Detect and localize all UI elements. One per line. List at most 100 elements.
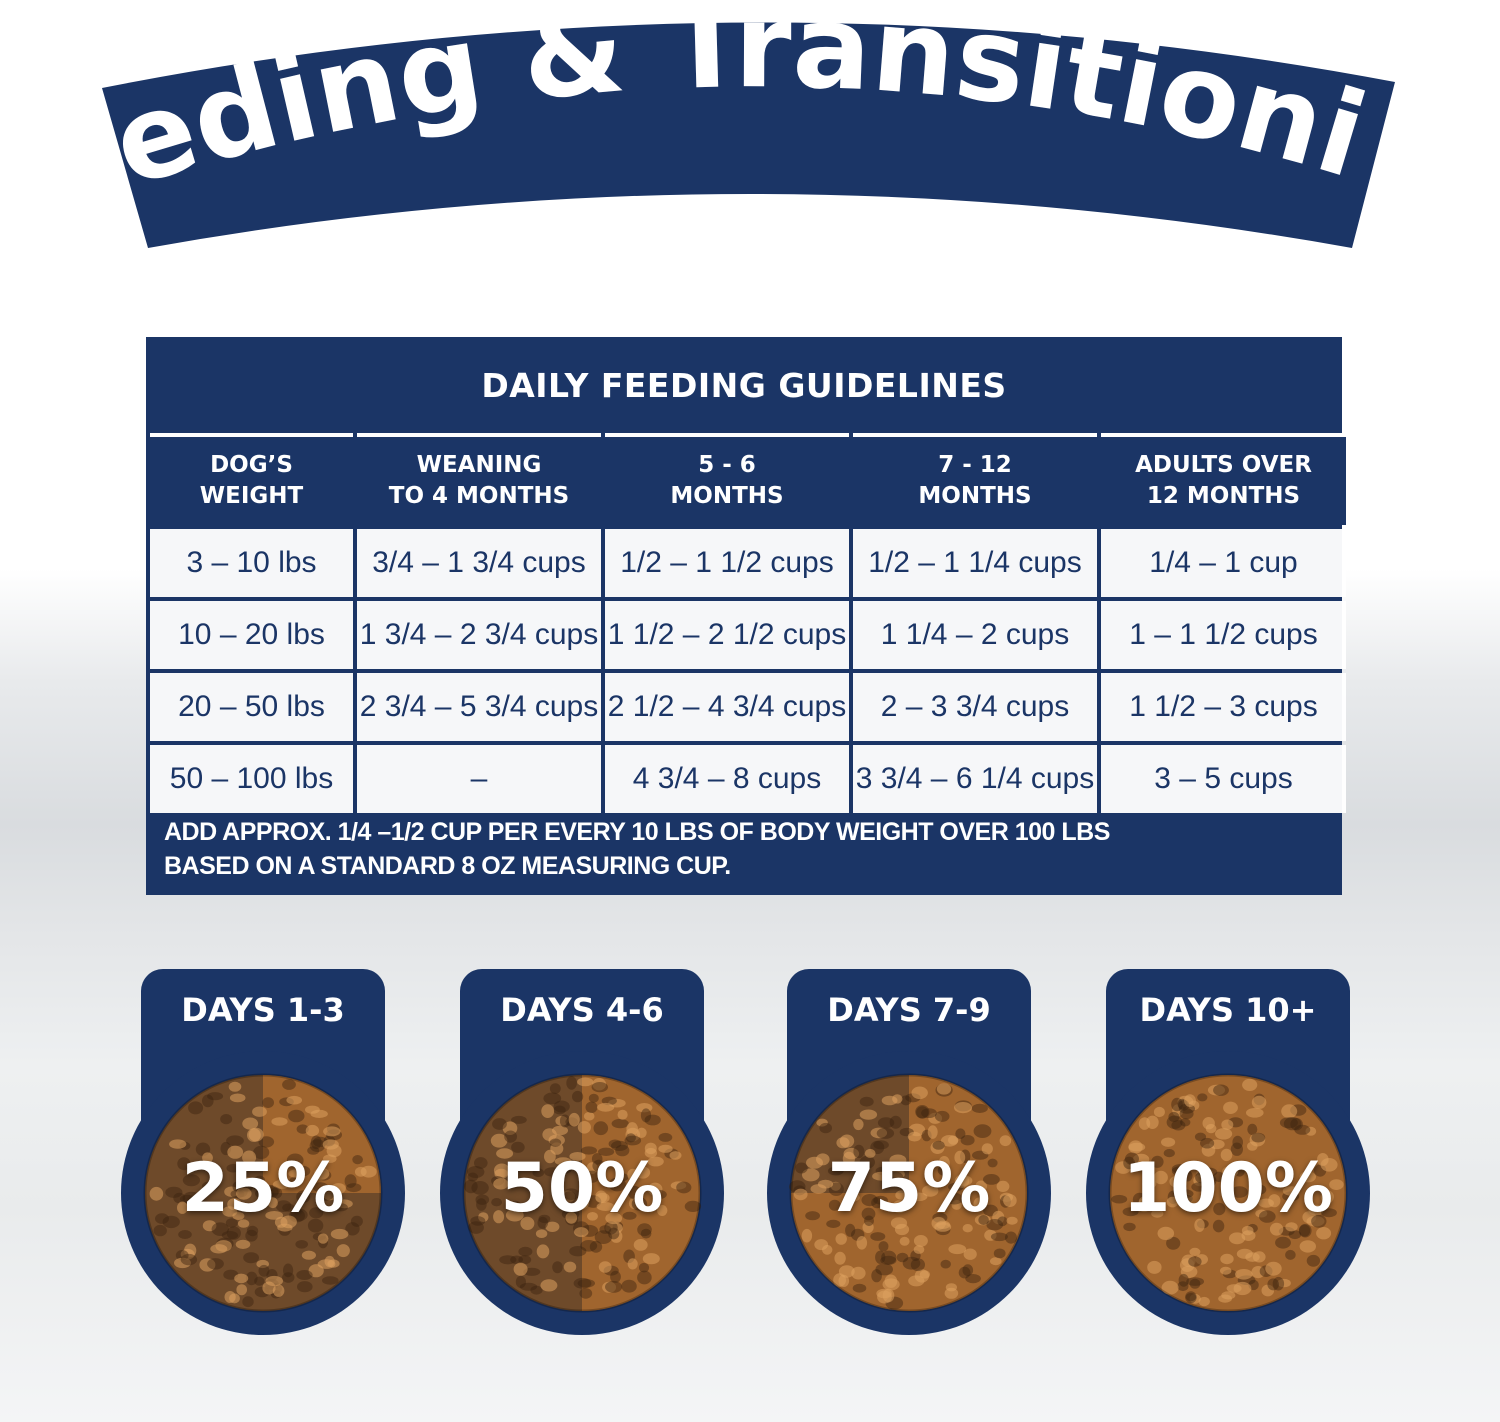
kibble-piece [1316, 1227, 1332, 1240]
kibble-piece [323, 1154, 337, 1163]
kibble-piece [642, 1253, 660, 1265]
kibble-piece [312, 1182, 329, 1192]
kibble-piece [1229, 1232, 1246, 1245]
kibble-piece [960, 1135, 975, 1146]
kibble-piece [282, 1079, 296, 1090]
kibble-piece [246, 1225, 259, 1237]
kibble-bowl-icon [1086, 1051, 1370, 1335]
kibble-piece [182, 1191, 201, 1205]
kibble-piece [608, 1227, 620, 1240]
kibble-piece [684, 1200, 702, 1212]
kibble-piece [591, 1082, 608, 1093]
kibble-piece [986, 1219, 1003, 1231]
kibble-piece [819, 1122, 832, 1134]
kibble-piece [476, 1198, 487, 1211]
kibble-piece [622, 1211, 637, 1220]
kibble-piece [1220, 1148, 1233, 1162]
kibble-piece [1238, 1162, 1251, 1171]
kibble-piece [1220, 1266, 1232, 1275]
kibble-piece [220, 1114, 233, 1125]
kibble-piece [637, 1223, 652, 1237]
kibble-piece [997, 1216, 1008, 1227]
kibble-piece [544, 1167, 561, 1177]
kibble-bowl-icon [121, 1051, 405, 1335]
kibble-piece [587, 1212, 598, 1221]
kibble-piece [1169, 1175, 1186, 1188]
kibble-piece [175, 1250, 189, 1261]
kibble-piece [491, 1198, 502, 1207]
kibble-piece [955, 1128, 966, 1139]
kibble-piece [467, 1172, 479, 1182]
header-5-6-months: 5 - 6 MONTHS [605, 433, 849, 525]
kibble-piece [881, 1095, 898, 1106]
kibble-piece [202, 1181, 219, 1191]
kibble-piece [676, 1181, 692, 1194]
table-footnote: ADD APPROX. 1/4 –1/2 CUP PER EVERY 10 LB… [164, 815, 1324, 883]
kibble-piece [538, 1214, 551, 1224]
kibble-piece [1185, 1293, 1197, 1302]
kibble-piece [1171, 1097, 1183, 1112]
kibble-piece [227, 1145, 244, 1159]
kibble-piece [493, 1178, 509, 1190]
kibble-piece [1212, 1219, 1225, 1233]
kibble-piece [1189, 1293, 1201, 1304]
kibble-piece [550, 1142, 564, 1155]
kibble-piece [322, 1139, 339, 1150]
kibble-piece [1246, 1108, 1264, 1118]
kibble-piece [265, 1186, 280, 1196]
kibble-piece [872, 1171, 890, 1181]
kibble-piece [1285, 1222, 1298, 1232]
kibble-piece [910, 1258, 925, 1272]
kibble-piece [226, 1226, 241, 1240]
kibble-piece [605, 1212, 623, 1225]
kibble-piece [882, 1278, 900, 1291]
kibble-piece [322, 1276, 339, 1285]
kibble-piece [1222, 1166, 1239, 1177]
kibble-piece [810, 1184, 827, 1194]
table-cell: 1 1/4 – 2 cups [853, 601, 1097, 669]
kibble-piece [1185, 1291, 1197, 1304]
kibble-piece [518, 1246, 533, 1257]
kibble-piece [978, 1215, 989, 1225]
kibble-piece [962, 1224, 973, 1233]
kibble-piece [1294, 1124, 1311, 1135]
percent-label: 75% [827, 1149, 991, 1228]
kibble-piece [224, 1186, 239, 1197]
kibble-piece [597, 1102, 615, 1112]
kibble-piece [174, 1257, 191, 1269]
kibble-piece [864, 1215, 874, 1227]
kibble-piece [511, 1141, 525, 1153]
kibble-piece [467, 1166, 485, 1178]
kibble-piece [331, 1183, 346, 1194]
kibble-piece [245, 1229, 258, 1242]
kibble-piece [644, 1147, 658, 1158]
kibble-piece [816, 1118, 828, 1127]
kibble-piece [558, 1190, 576, 1203]
kibble-piece [1242, 1078, 1258, 1091]
kibble-piece [880, 1255, 897, 1265]
kibble-piece [657, 1205, 668, 1216]
kibble-piece [1122, 1207, 1139, 1217]
kibble-piece [307, 1218, 324, 1233]
kibble-piece [911, 1086, 928, 1100]
kibble-piece [243, 1252, 259, 1264]
kibble-piece [565, 1211, 578, 1224]
kibble-piece [871, 1269, 882, 1283]
kibble-piece [577, 1196, 590, 1209]
kibble-piece [1003, 1194, 1017, 1207]
kibble-piece [242, 1150, 257, 1165]
kibble-piece [535, 1229, 548, 1238]
kibble-piece [554, 1157, 572, 1166]
kibble-piece [1202, 1174, 1217, 1187]
kibble-piece [1138, 1117, 1151, 1130]
kibble-piece [1006, 1216, 1018, 1225]
kibble-piece [569, 1246, 587, 1257]
kibble-piece [873, 1140, 889, 1150]
kibble-piece [598, 1147, 615, 1156]
kibble-piece [891, 1169, 905, 1179]
kibble-piece [545, 1221, 560, 1232]
kibble-piece [572, 1090, 584, 1103]
kibble-piece [1267, 1278, 1279, 1291]
kibble-piece [1196, 1168, 1214, 1179]
kibble-piece [644, 1114, 661, 1126]
